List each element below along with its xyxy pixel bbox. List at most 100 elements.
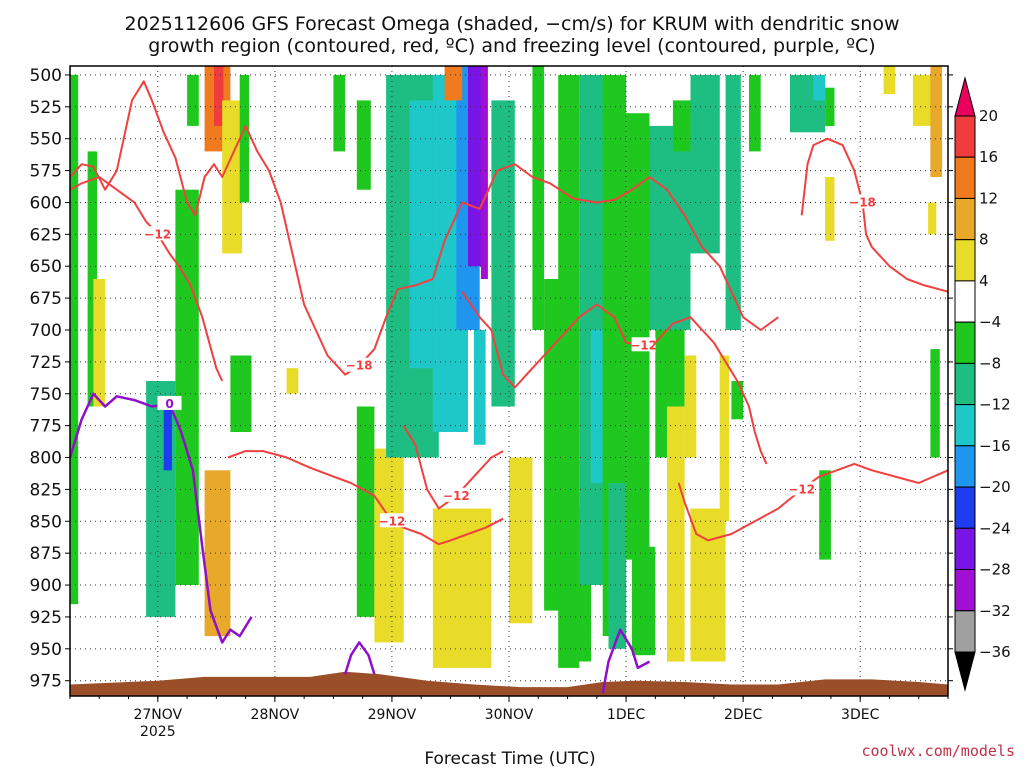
colorbar-label: 8 bbox=[979, 231, 989, 249]
freezing-level-contour bbox=[68, 392, 253, 644]
colorbar-label: −28 bbox=[979, 561, 1011, 579]
omega-patch bbox=[579, 74, 605, 586]
omega-patch bbox=[175, 189, 199, 585]
contour-label-bg bbox=[850, 194, 875, 209]
x-tick-label: 3DEC bbox=[841, 707, 880, 723]
colorbar-band bbox=[954, 569, 976, 612]
contour-label-bg bbox=[631, 337, 656, 352]
colorbar-band bbox=[954, 115, 976, 158]
freezing-level-contour bbox=[343, 641, 376, 675]
x-tick-sublabel: 2025 bbox=[140, 724, 176, 740]
colorbar-band bbox=[954, 280, 976, 323]
dgz-contour bbox=[402, 425, 504, 510]
omega-patch bbox=[163, 406, 172, 471]
x-tick-label: 1DEC bbox=[607, 707, 646, 723]
terrain bbox=[70, 671, 948, 696]
omega-patch bbox=[819, 470, 831, 560]
omega-patch bbox=[214, 66, 224, 126]
contour-label-bg bbox=[789, 481, 814, 496]
omega-patch bbox=[532, 66, 545, 330]
colorbar-band bbox=[954, 527, 976, 570]
colorbar-band bbox=[954, 239, 976, 282]
colorbar-label: 20 bbox=[979, 107, 998, 125]
omega-patch bbox=[509, 457, 533, 624]
colorbar-label: 12 bbox=[979, 189, 998, 207]
colorbar-label: −12 bbox=[979, 396, 1011, 414]
omega-patch bbox=[749, 74, 761, 152]
x-tick-label: 28NOV bbox=[251, 707, 300, 723]
contour-label-bg bbox=[145, 226, 170, 241]
colorbar-band bbox=[954, 321, 976, 364]
contour-label-bg bbox=[379, 513, 404, 528]
contour-label: −12 bbox=[379, 514, 406, 528]
contour-label: −12 bbox=[144, 227, 171, 241]
y-tick-label: 925 bbox=[30, 608, 62, 628]
colorbar-label: −24 bbox=[979, 519, 1011, 537]
colorbar-min-arrow bbox=[954, 651, 976, 692]
contour-label-bg bbox=[347, 357, 372, 372]
contour-label: −12 bbox=[443, 489, 470, 503]
omega-patch bbox=[930, 349, 940, 458]
omega-patch bbox=[667, 406, 685, 662]
omega-patch bbox=[409, 100, 433, 369]
omega-patch bbox=[883, 66, 896, 95]
omega-patch bbox=[631, 546, 656, 656]
omega-patch bbox=[480, 66, 488, 279]
y-tick-label: 550 bbox=[30, 130, 62, 150]
omega-patch bbox=[356, 406, 375, 617]
colorbar-label: −20 bbox=[979, 478, 1011, 496]
colorbar-band bbox=[954, 404, 976, 447]
omega-patch bbox=[468, 66, 484, 267]
omega-patch bbox=[222, 100, 243, 254]
y-tick-label: 750 bbox=[30, 385, 62, 405]
freezing-level-contour bbox=[601, 628, 651, 694]
y-tick-label: 775 bbox=[30, 417, 62, 437]
y-tick-label: 875 bbox=[30, 544, 62, 564]
omega-patch bbox=[813, 74, 826, 101]
y-tick-label: 800 bbox=[30, 449, 62, 469]
y-tick-label: 625 bbox=[30, 225, 62, 245]
y-tick-label: 700 bbox=[30, 321, 62, 341]
omega-patch bbox=[432, 508, 492, 668]
x-tick-label: 29NOV bbox=[368, 707, 417, 723]
omega-patch bbox=[825, 177, 835, 241]
colorbar-label: −16 bbox=[979, 437, 1011, 455]
omega-patch bbox=[473, 330, 486, 445]
colorbar-band bbox=[954, 198, 976, 241]
omega-patch bbox=[374, 448, 404, 643]
x-tick-label: 27NOV bbox=[133, 707, 182, 723]
omega-patch bbox=[286, 368, 299, 394]
y-tick-label: 900 bbox=[30, 576, 62, 596]
omega-patch bbox=[444, 66, 463, 101]
colorbar-label: 4 bbox=[979, 272, 989, 290]
omega-patch bbox=[608, 483, 627, 649]
x-tick-label: 30NOV bbox=[485, 707, 534, 723]
omega-patch bbox=[825, 87, 835, 126]
y-tick-label: 850 bbox=[30, 512, 62, 532]
omega-patch bbox=[719, 355, 730, 522]
colorbar-band bbox=[954, 362, 976, 406]
colorbar-label: 16 bbox=[979, 148, 998, 166]
omega-patch bbox=[187, 74, 199, 126]
y-tick-label: 675 bbox=[30, 289, 62, 309]
omega-patch bbox=[333, 74, 346, 152]
omega-patch bbox=[356, 100, 371, 190]
y-tick-label: 725 bbox=[30, 353, 62, 373]
y-tick-label: 975 bbox=[30, 672, 62, 692]
credit-text: coolwx.com/models bbox=[861, 742, 1015, 760]
colorbar-label: −32 bbox=[979, 602, 1011, 620]
title-line-2: growth region (contoured, red, ºC) and f… bbox=[148, 35, 875, 57]
contour-label: 0 bbox=[165, 397, 173, 411]
x-tick-label: 2DEC bbox=[724, 707, 763, 723]
omega-patch bbox=[204, 470, 231, 637]
colorbar-label: −36 bbox=[979, 643, 1011, 661]
colorbar-max-arrow bbox=[954, 76, 976, 117]
colorbar-band bbox=[954, 610, 976, 653]
contour-label: −12 bbox=[630, 338, 657, 352]
omega-patch bbox=[491, 100, 515, 407]
x-axis-title: Forecast Time (UTC) bbox=[424, 749, 595, 768]
colorbar-band bbox=[954, 156, 976, 199]
omega-patch bbox=[684, 355, 697, 458]
contour-label: −12 bbox=[788, 482, 815, 496]
